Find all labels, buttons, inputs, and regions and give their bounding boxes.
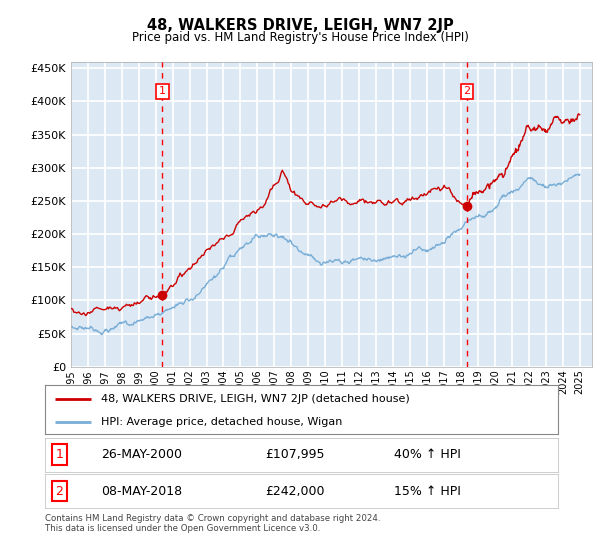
Text: 08-MAY-2018: 08-MAY-2018 xyxy=(101,484,182,498)
Text: 26-MAY-2000: 26-MAY-2000 xyxy=(101,448,182,461)
Text: 48, WALKERS DRIVE, LEIGH, WN7 2JP: 48, WALKERS DRIVE, LEIGH, WN7 2JP xyxy=(146,18,454,33)
Text: 48, WALKERS DRIVE, LEIGH, WN7 2JP (detached house): 48, WALKERS DRIVE, LEIGH, WN7 2JP (detac… xyxy=(101,394,410,404)
Text: Contains HM Land Registry data © Crown copyright and database right 2024.
This d: Contains HM Land Registry data © Crown c… xyxy=(45,514,380,533)
Text: 2: 2 xyxy=(463,86,470,96)
Text: 1: 1 xyxy=(159,86,166,96)
Text: 2: 2 xyxy=(55,484,64,498)
Text: Price paid vs. HM Land Registry's House Price Index (HPI): Price paid vs. HM Land Registry's House … xyxy=(131,31,469,44)
Text: 1: 1 xyxy=(55,448,64,461)
Text: HPI: Average price, detached house, Wigan: HPI: Average price, detached house, Wiga… xyxy=(101,417,343,427)
Text: 40% ↑ HPI: 40% ↑ HPI xyxy=(394,448,461,461)
Text: 15% ↑ HPI: 15% ↑ HPI xyxy=(394,484,461,498)
Text: £242,000: £242,000 xyxy=(266,484,325,498)
Text: £107,995: £107,995 xyxy=(266,448,325,461)
